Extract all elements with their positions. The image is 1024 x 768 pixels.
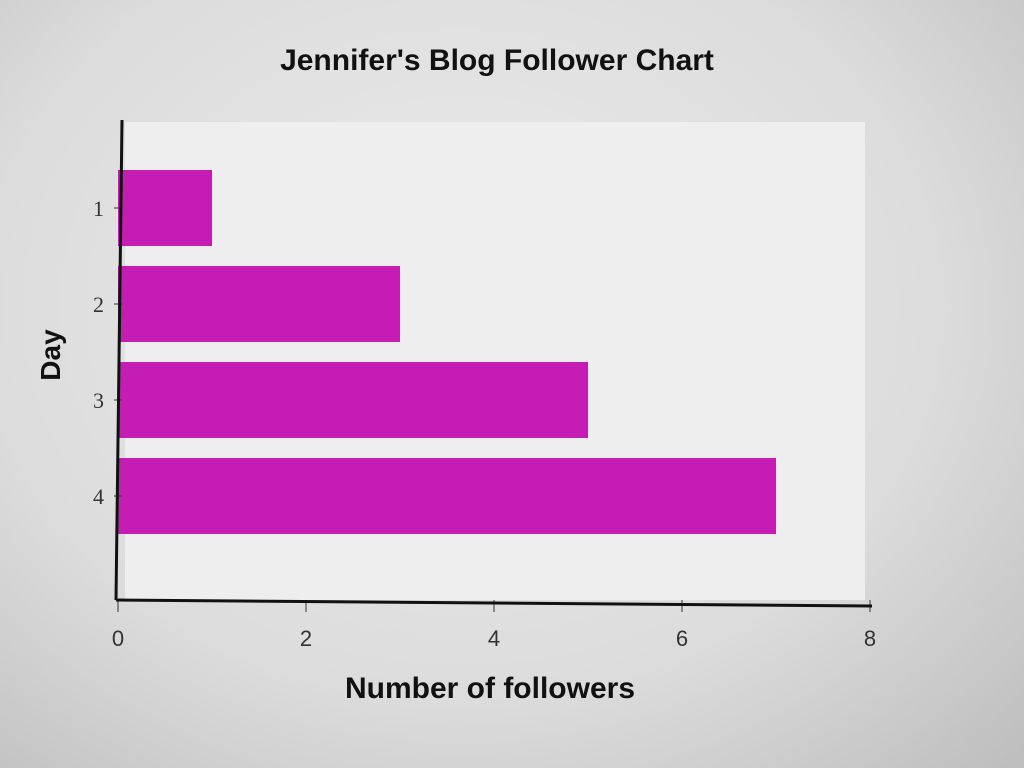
bar-day-3 [118, 362, 588, 438]
x-axis-label: Number of followers [345, 672, 635, 705]
bar-day-2 [118, 266, 400, 342]
y-axis-line [114, 119, 124, 601]
y-tick-label: 2 [93, 292, 104, 317]
x-tick-label: 8 [864, 626, 876, 651]
x-tick-label: 4 [488, 626, 500, 651]
x-tick-label: 6 [676, 626, 688, 651]
y-tick-label: 1 [93, 196, 104, 221]
bar-day-4 [118, 458, 776, 534]
chart-title: Jennifer's Blog Follower Chart [280, 44, 714, 77]
y-tick-label: 3 [93, 388, 104, 413]
y-tick-label: 4 [93, 484, 104, 509]
x-tick-label: 2 [300, 626, 312, 651]
bar-day-1 [118, 170, 212, 246]
x-tick-label: 0 [112, 626, 124, 651]
y-axis-label: Day [35, 329, 66, 381]
x-axis-line [115, 598, 873, 608]
